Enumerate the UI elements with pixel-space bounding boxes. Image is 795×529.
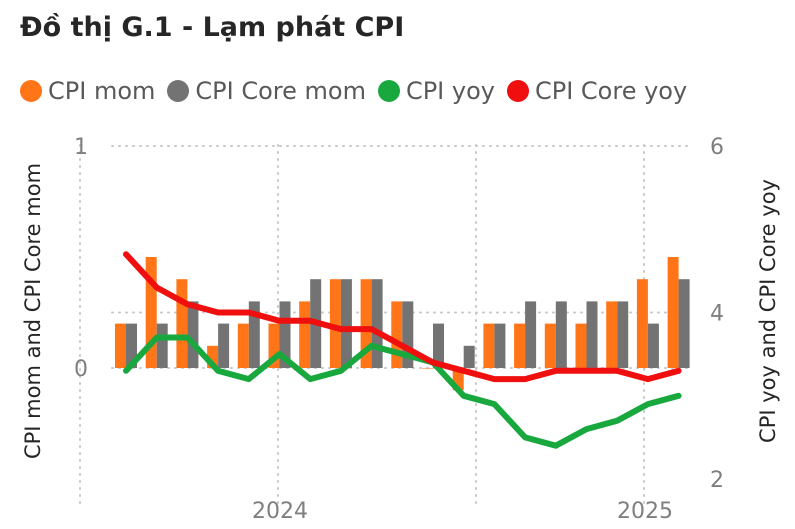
line-cpi-core-yoy bbox=[123, 251, 682, 383]
bar-cpi-mom bbox=[452, 368, 464, 391]
bar-cpi-mom bbox=[237, 323, 249, 368]
bar-cpi-mom bbox=[115, 323, 126, 368]
bar-cpi-mom bbox=[667, 257, 679, 368]
y-tick-left: 0 bbox=[74, 357, 88, 382]
x-tick: 2024 bbox=[252, 499, 308, 524]
bar-cpi-mom bbox=[207, 345, 219, 368]
x-tick: 2025 bbox=[617, 499, 673, 524]
bar-cpi-mom bbox=[483, 323, 495, 368]
bar-cpi-core-mom bbox=[156, 323, 168, 368]
bar-cpi-core-mom bbox=[678, 279, 690, 368]
chart-legend: CPI mom CPI Core mom CPI yoy CPI Core yo… bbox=[20, 72, 699, 110]
legend-label-cpi-yoy: CPI yoy bbox=[405, 77, 495, 105]
legend-item-cpi-mom[interactable]: CPI mom bbox=[20, 77, 155, 105]
y-tick-right: 6 bbox=[710, 135, 724, 160]
bar-cpi-core-mom bbox=[340, 279, 352, 368]
bar-cpi-core-mom bbox=[586, 301, 598, 368]
bar-cpi-mom bbox=[575, 323, 587, 368]
bar-cpi-core-mom bbox=[402, 301, 414, 368]
legend-item-cpi-core-yoy[interactable]: CPI Core yoy bbox=[506, 77, 688, 105]
legend-label-cpi-core-mom: CPI Core mom bbox=[195, 77, 366, 105]
bar-cpi-core-mom bbox=[463, 345, 475, 368]
bar-cpi-core-mom bbox=[433, 323, 444, 368]
bar-cpi-core-mom bbox=[218, 323, 230, 368]
bar-cpi-core-mom bbox=[525, 301, 537, 368]
bar-cpi-core-mom bbox=[647, 323, 659, 368]
bar-cpi-mom bbox=[514, 323, 526, 368]
y-tick-right: 4 bbox=[710, 302, 724, 327]
legend-label-cpi-mom: CPI mom bbox=[48, 77, 156, 105]
gridlines bbox=[79, 144, 691, 506]
legend-swatch-cpi-core-mom bbox=[167, 80, 190, 102]
bar-cpi-mom bbox=[422, 368, 433, 369]
legend-label-cpi-core-yoy: CPI Core yoy bbox=[534, 77, 688, 105]
y-axis-right-title: CPI yoy and CPI Core yoy bbox=[756, 179, 780, 443]
line-cpi-yoy bbox=[123, 334, 682, 449]
bar-cpi-core-mom bbox=[617, 301, 629, 368]
bar-cpi-mom bbox=[606, 301, 618, 368]
chart-title: Đồ thị G.1 - Lạm phát CPI bbox=[20, 12, 405, 43]
bar-cpi-mom bbox=[268, 323, 280, 368]
bar-cpi-core-mom bbox=[248, 301, 260, 368]
bar-cpi-core-mom bbox=[279, 301, 291, 368]
bar-cpi-core-mom bbox=[187, 301, 199, 368]
bar-cpi-core-mom bbox=[126, 323, 137, 368]
bar-cpi-mom bbox=[391, 301, 403, 368]
bar-cpi-mom bbox=[544, 323, 556, 368]
legend-item-cpi-core-mom[interactable]: CPI Core mom bbox=[167, 77, 366, 105]
tick-labels: 1 0 6 4 2 2024 2025 bbox=[74, 135, 724, 524]
y-tick-right: 2 bbox=[710, 468, 724, 493]
bar-cpi-mom bbox=[176, 279, 188, 368]
line-series bbox=[123, 251, 682, 449]
legend-swatch-cpi-yoy bbox=[377, 80, 400, 102]
legend-item-cpi-yoy[interactable]: CPI yoy bbox=[377, 77, 495, 105]
legend-swatch-cpi-mom bbox=[20, 80, 42, 102]
bar-cpi-mom bbox=[636, 279, 648, 368]
bar-cpi-core-mom bbox=[371, 279, 383, 368]
bar-cpi-mom bbox=[360, 279, 372, 368]
legend-swatch-cpi-core-yoy bbox=[506, 80, 529, 102]
bar-cpi-core-mom bbox=[494, 323, 506, 368]
bar-cpi-mom bbox=[299, 301, 311, 368]
y-tick-left: 1 bbox=[74, 135, 88, 160]
y-axis-left-title: CPI mom and CPI Core mom bbox=[21, 163, 45, 459]
bar-cpi-mom bbox=[145, 257, 157, 368]
bar-cpi-mom bbox=[329, 279, 341, 368]
bar-cpi-core-mom bbox=[555, 301, 567, 368]
